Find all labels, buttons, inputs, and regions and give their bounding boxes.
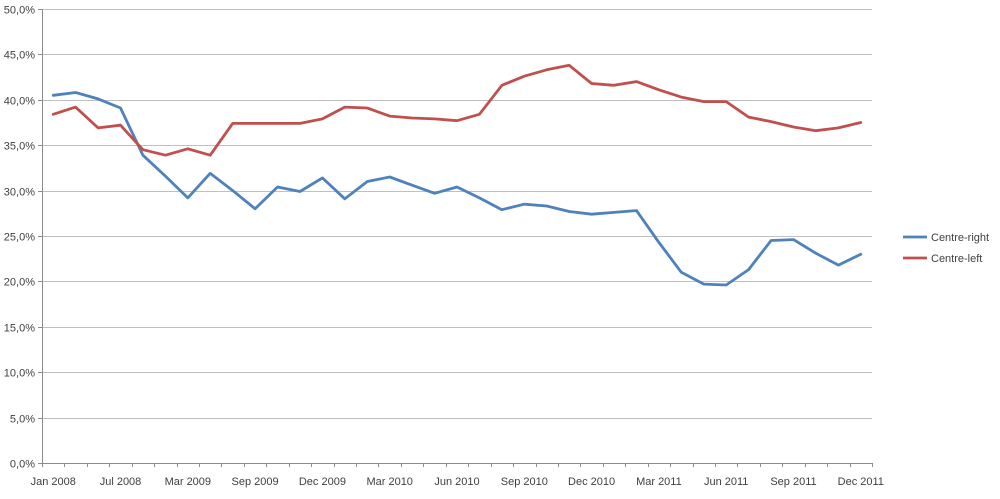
x-tick-label: Jan 2008 xyxy=(31,476,76,488)
x-tick-label: Sep 2011 xyxy=(770,476,816,488)
x-tick-label: Dec 2009 xyxy=(299,476,346,488)
x-tick-label: Dec 2011 xyxy=(838,476,884,488)
x-tick-label: Mar 2009 xyxy=(165,476,211,488)
x-tick-label: Mar 2011 xyxy=(636,476,682,488)
series-line-centre-left xyxy=(51,63,863,157)
x-tick-label: Jul 2008 xyxy=(100,476,142,488)
y-tick-label: 40,0% xyxy=(4,96,35,108)
legend-label-2: Centre-left xyxy=(931,253,982,265)
legend-label-1: Centre-right xyxy=(931,232,989,244)
x-tick-label: Sep 2010 xyxy=(501,476,548,488)
x-tick-label: Jun 2011 xyxy=(704,476,748,488)
x-tick-label: Mar 2010 xyxy=(366,476,412,488)
y-tick-label: 25,0% xyxy=(4,232,35,244)
y-tick-label: 45,0% xyxy=(4,50,35,62)
y-tick-label: 5,0% xyxy=(10,414,35,426)
y-tick-label: 35,0% xyxy=(4,141,35,153)
y-tick-label: 0,0% xyxy=(10,459,35,471)
x-tick-label: Jun 2010 xyxy=(434,476,479,488)
x-tick-label: Dec 2010 xyxy=(568,476,615,488)
y-tick-label: 20,0% xyxy=(4,277,35,289)
y-tick-label: 30,0% xyxy=(4,187,35,199)
series-line-centre-right xyxy=(51,91,863,287)
y-tick-label: 50,0% xyxy=(4,5,35,17)
x-tick-label: Sep 2009 xyxy=(232,476,279,488)
y-tick-label: 15,0% xyxy=(4,323,35,335)
y-tick-label: 10,0% xyxy=(4,368,35,380)
